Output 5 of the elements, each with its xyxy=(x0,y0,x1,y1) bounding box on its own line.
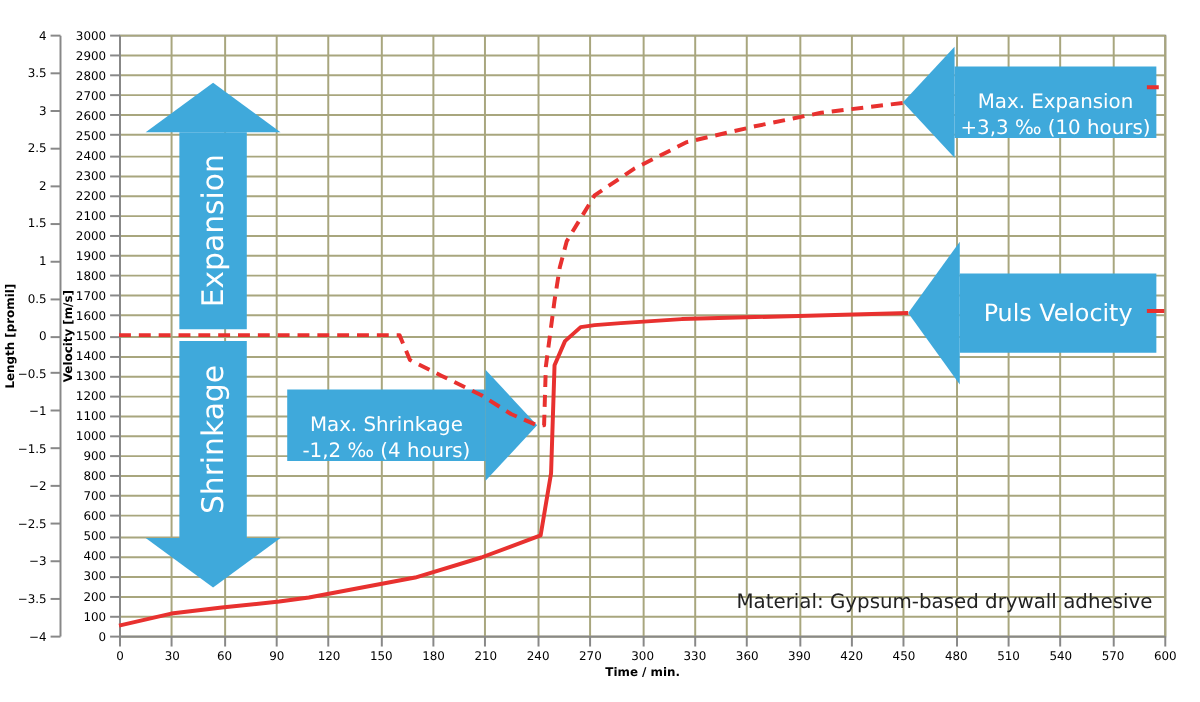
annotation: Shrinkage xyxy=(195,364,231,515)
annotation: Max. Shrinkage -1,2 ‰ (4 hours) xyxy=(302,415,471,464)
annotation: Max. Expansion +3,3 ‰ (10 hours) xyxy=(960,92,1151,140)
series-label: Puls Velocity xyxy=(983,299,1133,328)
annotation: Expansion xyxy=(195,154,231,308)
